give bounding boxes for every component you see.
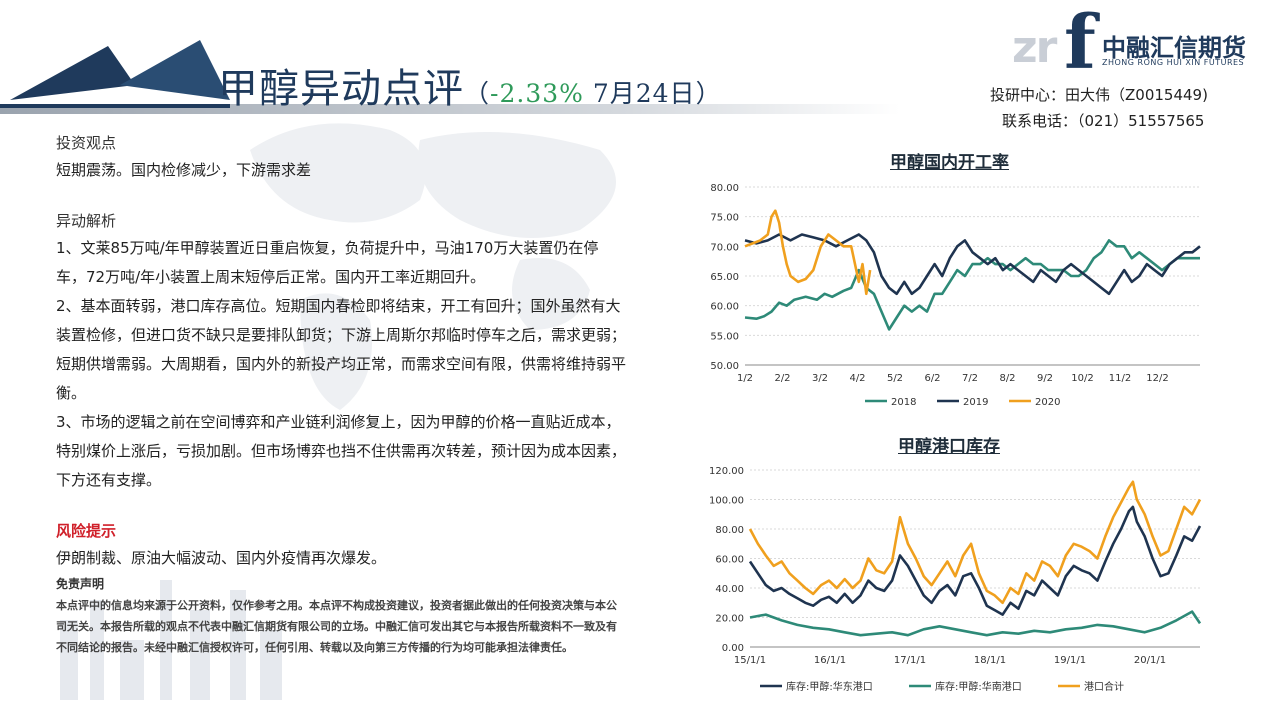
page-title: 甲醇异动点评（-2.33% 7月24日） (218, 66, 722, 112)
commentary-column: 投资观点 短期震荡。国内检修减少，下游需求差 异动解析 1、文莱85万吨/年甲醇… (56, 130, 626, 658)
x-tick-label: 15/1/1 (734, 655, 766, 666)
x-tick-label: 4/2 (849, 373, 865, 384)
legend-label: 2019 (963, 397, 988, 408)
change-percent: -2.33% (490, 79, 584, 108)
y-tick-label: 120.00 (709, 466, 744, 477)
view-text: 短期震荡。国内检修减少，下游需求差 (56, 161, 312, 179)
port-inventory-chart: 120.00 100.00 80.00 60.00 40.00 20.00 0.0015/1… (709, 466, 1202, 693)
y-tick-label: 80.00 (715, 525, 744, 536)
analysis-heading: 异动解析 (56, 212, 117, 230)
x-tick-label: 11/2 (1109, 373, 1131, 384)
x-tick-label: 12/2 (1146, 373, 1168, 384)
y-tick-label: 65.00 (710, 272, 739, 283)
series-line-2 (744, 209, 872, 296)
analysis-point-2: 2、基本面转弱，港口库存高位。短期国内春检即将结束，开工有回升；国外虽然有大装置… (56, 297, 627, 402)
analysis-point-3: 3、市场的逻辑之前在空间博弈和产业链利润修复上，因为甲醇的价格一直贴近成本，特别… (56, 413, 627, 489)
y-tick-label: 40.00 (715, 584, 744, 595)
y-tick-label: 20.00 (715, 614, 744, 625)
x-tick-label: 17/1/1 (894, 655, 926, 666)
x-tick-label: 9/2 (1037, 373, 1053, 384)
legend-label: 港口合计 (1084, 680, 1124, 693)
x-tick-label: 5/2 (887, 373, 903, 384)
series-line-1 (744, 233, 1201, 296)
legend-label: 库存:甲醇:华东港口 (786, 680, 873, 693)
y-tick-label: 80.00 (710, 183, 739, 194)
chart-title-port-inventory: 甲醇港口库存 (898, 437, 1000, 457)
series-line-2 (748, 480, 1202, 605)
x-tick-label: 7/2 (962, 373, 978, 384)
legend-label: 2020 (1035, 397, 1060, 408)
x-tick-label: 20/1/1 (1134, 655, 1166, 666)
risk-text: 伊朗制裁、原油大幅波动、国内外疫情再次爆发。 (56, 549, 387, 567)
phone-line: 联系电话：（021）51557565 (1002, 112, 1205, 130)
y-tick-label: 70.00 (710, 242, 739, 253)
x-tick-label: 1/2 (737, 373, 753, 384)
x-tick-label: 3/2 (812, 373, 828, 384)
view-heading: 投资观点 (56, 134, 117, 152)
risk-heading: 风险提示 (56, 522, 117, 540)
x-tick-label: 16/1/1 (814, 655, 846, 666)
disclaimer-text: 本点评中的信息均来源于公开资料，仅作参考之用。本点评不构成投资建议，投资者据此做… (56, 599, 617, 654)
y-tick-label: 0.00 (722, 643, 744, 654)
x-tick-label: 10/2 (1071, 373, 1093, 384)
researcher-line: 投研中心：田大伟（Z0015449) (990, 86, 1208, 104)
series-line-0 (748, 505, 1202, 616)
legend-label: 2018 (891, 397, 916, 408)
y-tick-label: 60.00 (715, 555, 744, 566)
x-tick-label: 18/1/1 (974, 655, 1006, 666)
y-tick-label: 100.00 (709, 496, 744, 507)
disclaimer-heading: 免责声明 (56, 577, 105, 591)
y-tick-label: 75.00 (710, 213, 739, 224)
y-tick-label: 60.00 (710, 302, 739, 313)
contact-info: 投研中心：田大伟（Z0015449) 联系电话：（021）51557565 (990, 82, 1208, 134)
legend-label: 库存:甲醇:华南港口 (935, 680, 1022, 693)
series-line-0 (744, 239, 1200, 331)
y-tick-label: 50.00 (710, 361, 739, 372)
series-line-1 (749, 610, 1202, 637)
operating-rate-chart: 80.00 75.00 70.00 65.00 60.00 55.00 50.001/2 2/… (710, 183, 1201, 408)
chart-title-operating-rate: 甲醇国内开工率 (890, 153, 1009, 173)
x-tick-label: 2/2 (774, 373, 790, 384)
header-banner (0, 40, 900, 114)
x-tick-label: 19/1/1 (1054, 655, 1086, 666)
y-tick-label: 55.00 (710, 331, 739, 342)
x-tick-label: 6/2 (924, 373, 940, 384)
analysis-point-1: 1、文莱85万吨/年甲醇装置近日重启恢复，负荷提升中，马油170万大装置仍在停车… (56, 239, 599, 286)
x-tick-label: 8/2 (999, 373, 1015, 384)
